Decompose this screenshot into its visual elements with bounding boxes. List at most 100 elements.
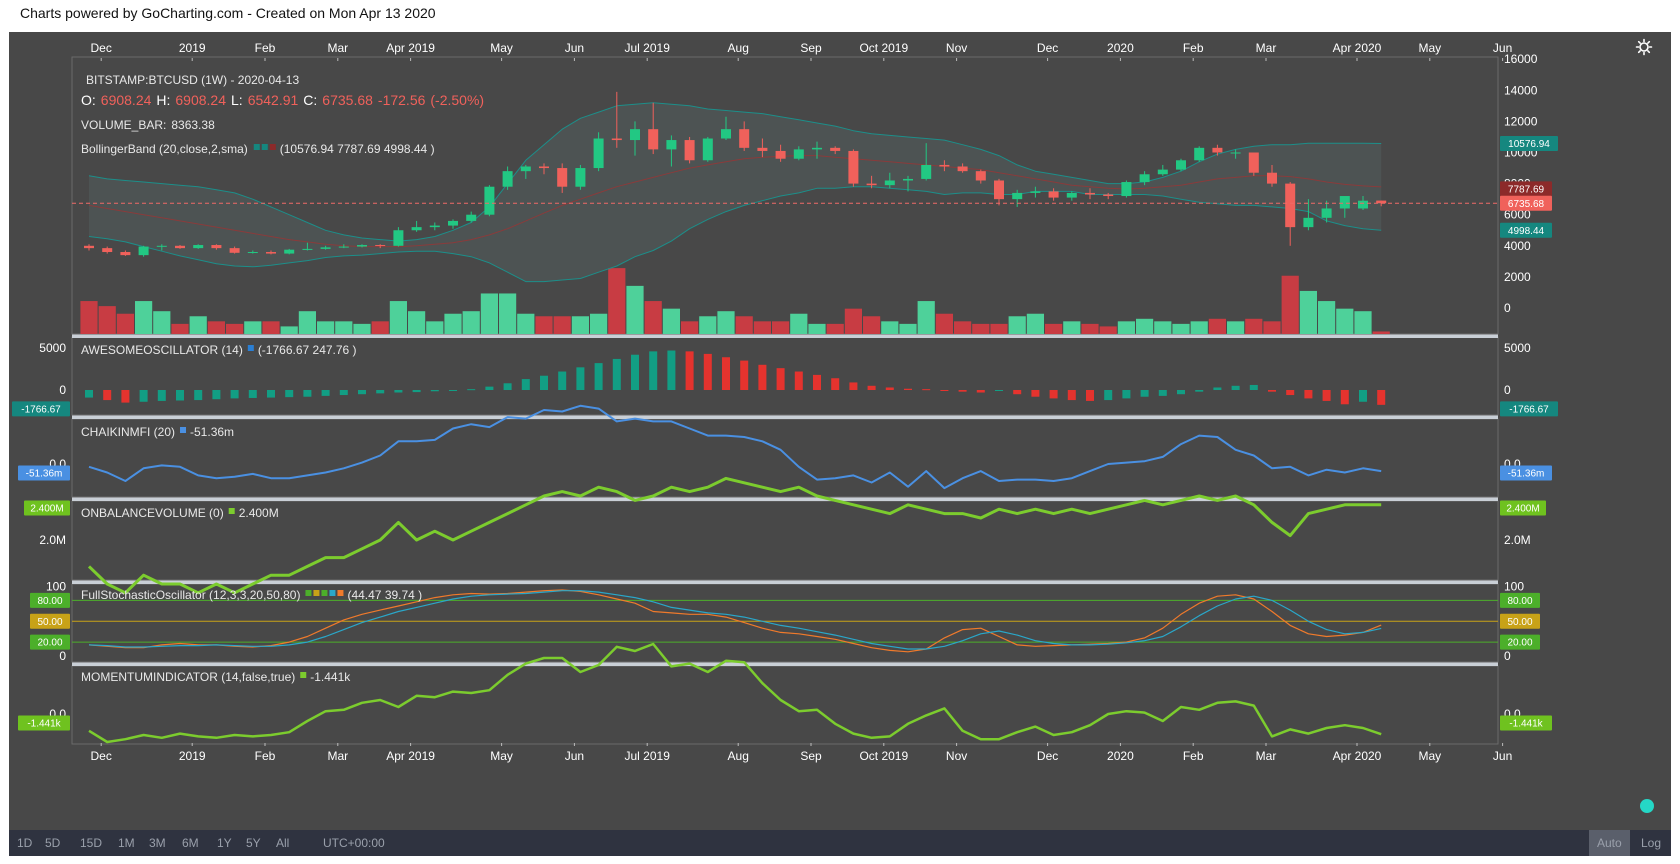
ao-bar [521, 379, 530, 390]
candle-body [247, 252, 258, 254]
volume-bar [1026, 313, 1044, 334]
candle-body [630, 129, 640, 141]
ao-bar [976, 390, 985, 393]
volume-bar [826, 323, 844, 334]
bb-fill [89, 102, 1382, 282]
ao-bar [1049, 390, 1058, 399]
stoch-y-tick-right-0: 100 [1504, 580, 1524, 594]
mom-legend-label: MOMENTUMINDICATOR (14,false,true) [81, 670, 295, 684]
volume-bar [298, 311, 316, 334]
volume-bar [772, 321, 790, 334]
log-scale-button[interactable]: Log [1641, 836, 1662, 850]
main-y-tick-0: 16000 [1504, 52, 1538, 66]
ao-bar [321, 390, 330, 396]
mom-swatch [300, 672, 307, 678]
bb-mid-badge-text: 7787.69 [1508, 184, 1545, 195]
volume-bar [1336, 308, 1354, 334]
candle-body [211, 245, 222, 249]
volume-bar [171, 323, 189, 334]
candle-body [1230, 152, 1241, 154]
range-1d-button[interactable]: 1D [17, 836, 33, 850]
ao-bar [904, 388, 912, 390]
ao-bar [1031, 390, 1040, 397]
mom-badge-right-text: -1.441k [1509, 719, 1543, 730]
ao-bar [849, 382, 858, 390]
stoch-level-badge-left-2: 20.00 [30, 634, 70, 650]
ao-bar [776, 368, 785, 390]
ao-bar [594, 363, 603, 390]
obv-y-tick-right: 2.0M [1504, 533, 1531, 547]
candle-body [884, 180, 895, 186]
candle-body [138, 246, 149, 256]
volume-bar [444, 313, 462, 334]
ao-bar [958, 390, 967, 392]
bb-lower-badge: 4998.44 [1500, 222, 1552, 238]
candle-body [411, 227, 422, 231]
range-5y-button[interactable]: 5Y [246, 836, 261, 850]
range-1y-button[interactable]: 1Y [217, 836, 232, 850]
bb-mid-badge-bg [1500, 181, 1552, 197]
ao-badge-right-text: -1766.67 [1509, 404, 1549, 415]
range-6m-button[interactable]: 6M [182, 836, 199, 850]
obv-swatch [228, 508, 235, 514]
volume-bar [1008, 316, 1026, 334]
x-tick-bottom-9: Sep [800, 749, 822, 763]
candle-body [1139, 174, 1150, 183]
volume-bar [1281, 275, 1299, 334]
candle-body [84, 245, 94, 249]
range-all-button[interactable]: All [276, 836, 290, 850]
main-title: BITSTAMP:BTCUSD (1W) - 2020-04-13 [86, 73, 299, 87]
volume-bar [535, 316, 553, 334]
auto-scale-button[interactable]: Auto [1589, 830, 1630, 856]
volume-bar [1227, 321, 1245, 334]
x-tick-bottom-3: Mar [327, 749, 348, 763]
cmf-panel-border [71, 418, 1499, 498]
mom-badge-left-bg [18, 715, 70, 731]
range-1m-button[interactable]: 1M [118, 836, 135, 850]
volume-bar [480, 293, 498, 334]
candle-body [666, 140, 677, 150]
chart-caption: Charts powered by GoCharting.com - Creat… [20, 5, 436, 21]
volume-bar [626, 285, 644, 334]
ao-bar [576, 367, 585, 390]
candle-body [702, 138, 713, 161]
chart-frame[interactable]: Dec Dec 2019 2019 Feb Feb Mar Mar Apr 2019 Apr 20… [9, 32, 1671, 854]
volume-bar [244, 321, 262, 334]
candle-body [848, 150, 859, 184]
x-tick-top-7: Jul 2019 [625, 41, 671, 55]
status-dot-icon[interactable] [1640, 799, 1654, 813]
chart-canvas[interactable]: Dec Dec 2019 2019 Feb Feb Mar Mar Apr 2019 Apr 20… [9, 32, 1671, 830]
x-tick-top-14: Feb [1183, 41, 1204, 55]
bb-legend-label: BollingerBand (20,close,2,sma) [81, 142, 248, 156]
bb-lower-badge-bg [1500, 222, 1552, 238]
candle-body [502, 171, 513, 187]
candle-body [393, 230, 404, 246]
volume-bar [1263, 321, 1281, 334]
candle-body [484, 186, 495, 215]
ao-bar [703, 353, 712, 390]
candle-body [1376, 200, 1387, 204]
candle-body [739, 129, 750, 148]
stoch-k-line [88, 589, 1382, 653]
ao-bar [813, 374, 821, 390]
settings-gear-icon[interactable] [1635, 38, 1653, 56]
range-5d-button[interactable]: 5D [45, 836, 61, 850]
range-3m-button[interactable]: 3M [149, 836, 166, 850]
mom-legend-value: -1.441k [310, 670, 351, 684]
x-tick-top-9: Sep [800, 41, 822, 55]
candle-body [1339, 196, 1350, 209]
ao-bar [121, 390, 130, 403]
candle-body [994, 180, 1004, 200]
panel-separator-0 [72, 334, 1498, 338]
timezone-label[interactable]: UTC+00:00 [323, 836, 385, 850]
ao-bar [339, 390, 348, 396]
ohlc-c: 6735.68 [322, 92, 373, 108]
ao-bar [631, 354, 639, 390]
range-15d-button[interactable]: 15D [80, 836, 103, 850]
ao-bar [248, 390, 257, 398]
obv-legend-label: ONBALANCEVOLUME (0) [81, 506, 224, 520]
volume-bar [1063, 321, 1081, 334]
stoch-d-line [88, 590, 1382, 650]
stoch-y-tick-left-1: 0 [59, 649, 66, 663]
ao-bar [722, 357, 730, 390]
